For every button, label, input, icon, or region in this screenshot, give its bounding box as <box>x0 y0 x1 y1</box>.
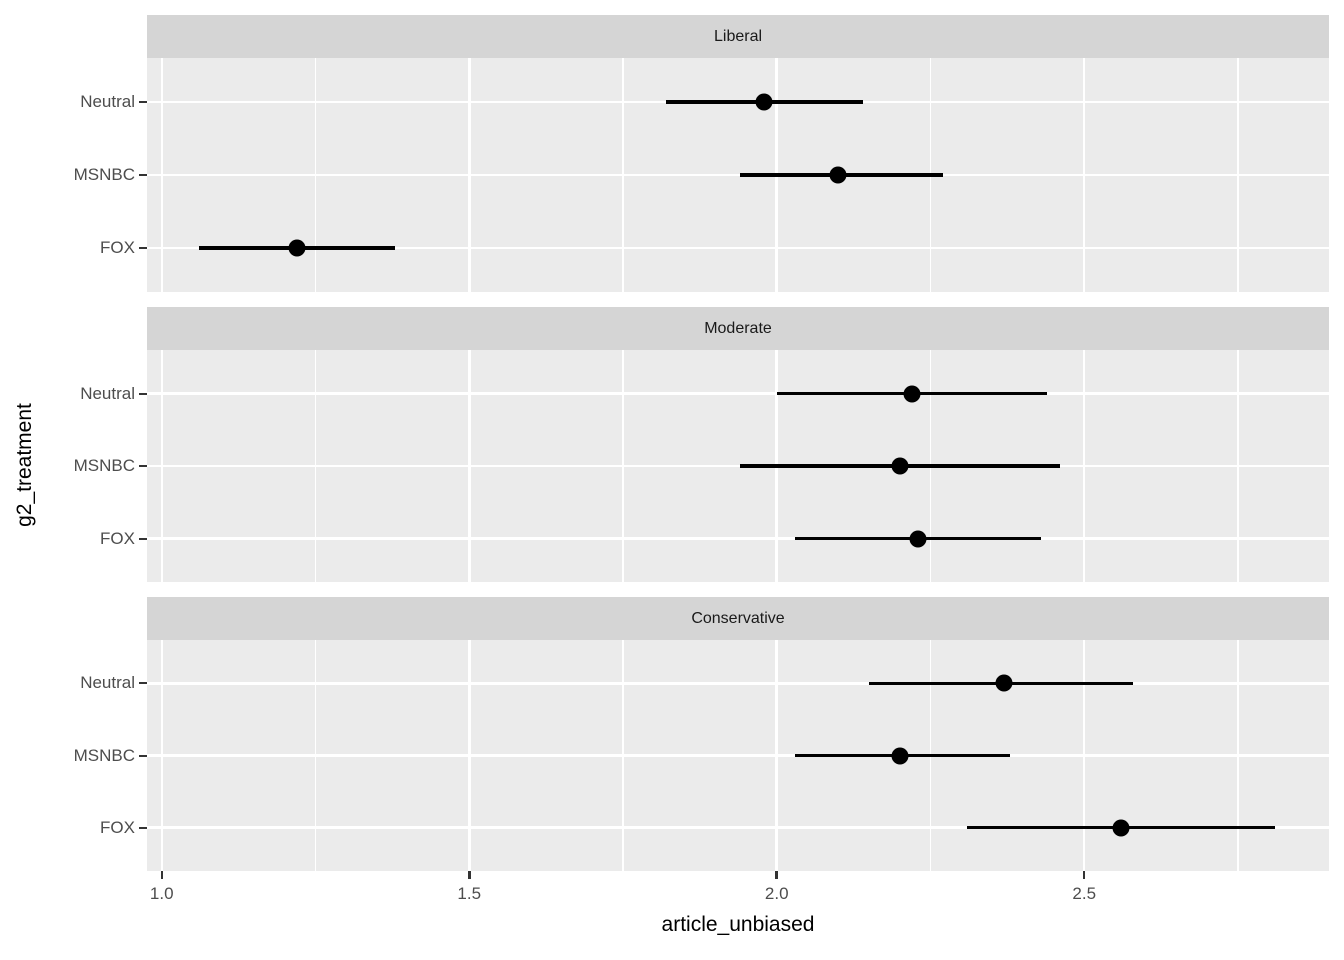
y-axis-label-fox: FOX <box>100 528 135 548</box>
gridline-row <box>147 464 1329 468</box>
facet-panel-conservative <box>147 640 1329 871</box>
facet-strip-moderate: Moderate <box>147 307 1329 350</box>
y-tick-mark <box>139 682 147 685</box>
y-tick-mark <box>139 174 147 176</box>
y-tick-mark <box>139 537 147 540</box>
point-estimate-fox <box>288 239 306 257</box>
x-tick-mark <box>160 871 163 879</box>
gridline-row <box>147 826 1329 829</box>
point-estimate-fox <box>909 530 927 547</box>
y-tick-mark <box>139 392 147 395</box>
point-estimate-neutral <box>995 674 1013 692</box>
gridline-row <box>147 392 1329 395</box>
y-tick-mark <box>139 826 147 829</box>
point-estimate-neutral <box>903 385 921 402</box>
point-estimate-msnbc <box>891 747 909 764</box>
y-tick-mark <box>139 100 147 103</box>
point-estimate-fox <box>1112 819 1130 837</box>
y-axis-label-neutral: Neutral <box>80 383 135 403</box>
x-axis-tick-label: 1.5 <box>457 884 482 903</box>
gridline-row <box>147 537 1329 540</box>
y-tick-mark <box>139 754 147 757</box>
y-tick-mark <box>139 465 147 467</box>
gridline-row <box>147 682 1329 685</box>
x-tick-mark <box>775 871 778 879</box>
y-axis-label-fox: FOX <box>100 817 135 837</box>
y-axis-label-neutral: Neutral <box>80 91 135 111</box>
y-axis-label-neutral: Neutral <box>80 673 135 693</box>
y-axis-label-msnbc: MSNBC <box>73 456 135 475</box>
x-tick-mark <box>468 871 471 879</box>
facet-panel-liberal <box>147 58 1329 292</box>
facet-strip-label: Conservative <box>691 609 785 627</box>
gridline-row <box>147 754 1329 757</box>
facet-strip-conservative: Conservative <box>147 597 1329 640</box>
y-axis-label-msnbc: MSNBC <box>73 165 135 184</box>
x-axis-tick-label: 2.5 <box>1072 884 1097 903</box>
facet-strip-label: Moderate <box>704 319 772 337</box>
x-tick-mark <box>1082 871 1086 879</box>
x-axis-tick-label: 2.0 <box>764 884 789 903</box>
point-estimate-msnbc <box>891 457 909 475</box>
gridline-row <box>147 173 1329 177</box>
y-axis-label-fox: FOX <box>100 238 135 258</box>
facet-strip-label: Liberal <box>713 27 763 45</box>
gridline-row <box>147 246 1329 250</box>
point-estimate-neutral <box>755 93 773 111</box>
point-estimate-msnbc <box>829 166 847 184</box>
facet-panel-moderate <box>147 350 1329 582</box>
x-axis-title: article_unbiased <box>661 913 815 936</box>
y-tick-mark <box>139 247 147 250</box>
facet-strip-liberal: Liberal <box>147 15 1329 58</box>
x-axis-tick-label: 1.0 <box>149 884 174 903</box>
y-axis-label-msnbc: MSNBC <box>73 745 135 765</box>
